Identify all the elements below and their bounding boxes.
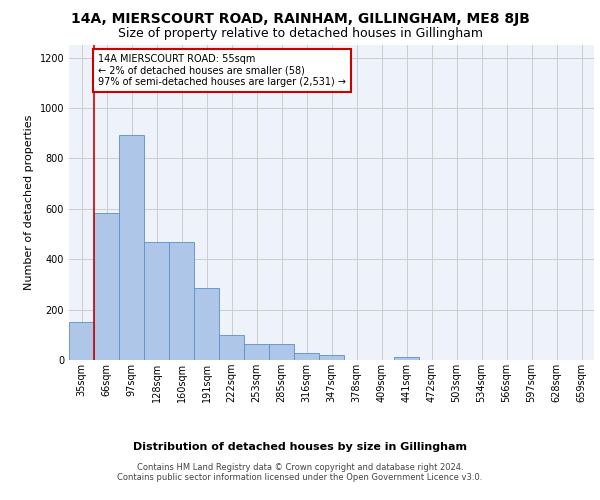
Bar [119, 135, 144, 360]
Bar [319, 356, 344, 360]
Bar [69, 322, 94, 360]
Bar [219, 335, 244, 360]
Bar [144, 242, 169, 360]
Text: 14A MIERSCOURT ROAD: 55sqm
← 2% of detached houses are smaller (58)
97% of semi-: 14A MIERSCOURT ROAD: 55sqm ← 2% of detac… [98, 54, 346, 87]
Text: Contains public sector information licensed under the Open Government Licence v3: Contains public sector information licen… [118, 474, 482, 482]
Bar [169, 242, 194, 360]
Bar [244, 344, 269, 360]
Bar [194, 288, 219, 360]
Bar [294, 353, 319, 360]
Y-axis label: Number of detached properties: Number of detached properties [24, 115, 34, 290]
Bar [94, 212, 119, 360]
Text: 14A, MIERSCOURT ROAD, RAINHAM, GILLINGHAM, ME8 8JB: 14A, MIERSCOURT ROAD, RAINHAM, GILLINGHA… [71, 12, 529, 26]
Text: Size of property relative to detached houses in Gillingham: Size of property relative to detached ho… [118, 28, 482, 40]
Bar [269, 344, 294, 360]
Text: Distribution of detached houses by size in Gillingham: Distribution of detached houses by size … [133, 442, 467, 452]
Text: Contains HM Land Registry data © Crown copyright and database right 2024.: Contains HM Land Registry data © Crown c… [137, 464, 463, 472]
Bar [394, 356, 419, 360]
